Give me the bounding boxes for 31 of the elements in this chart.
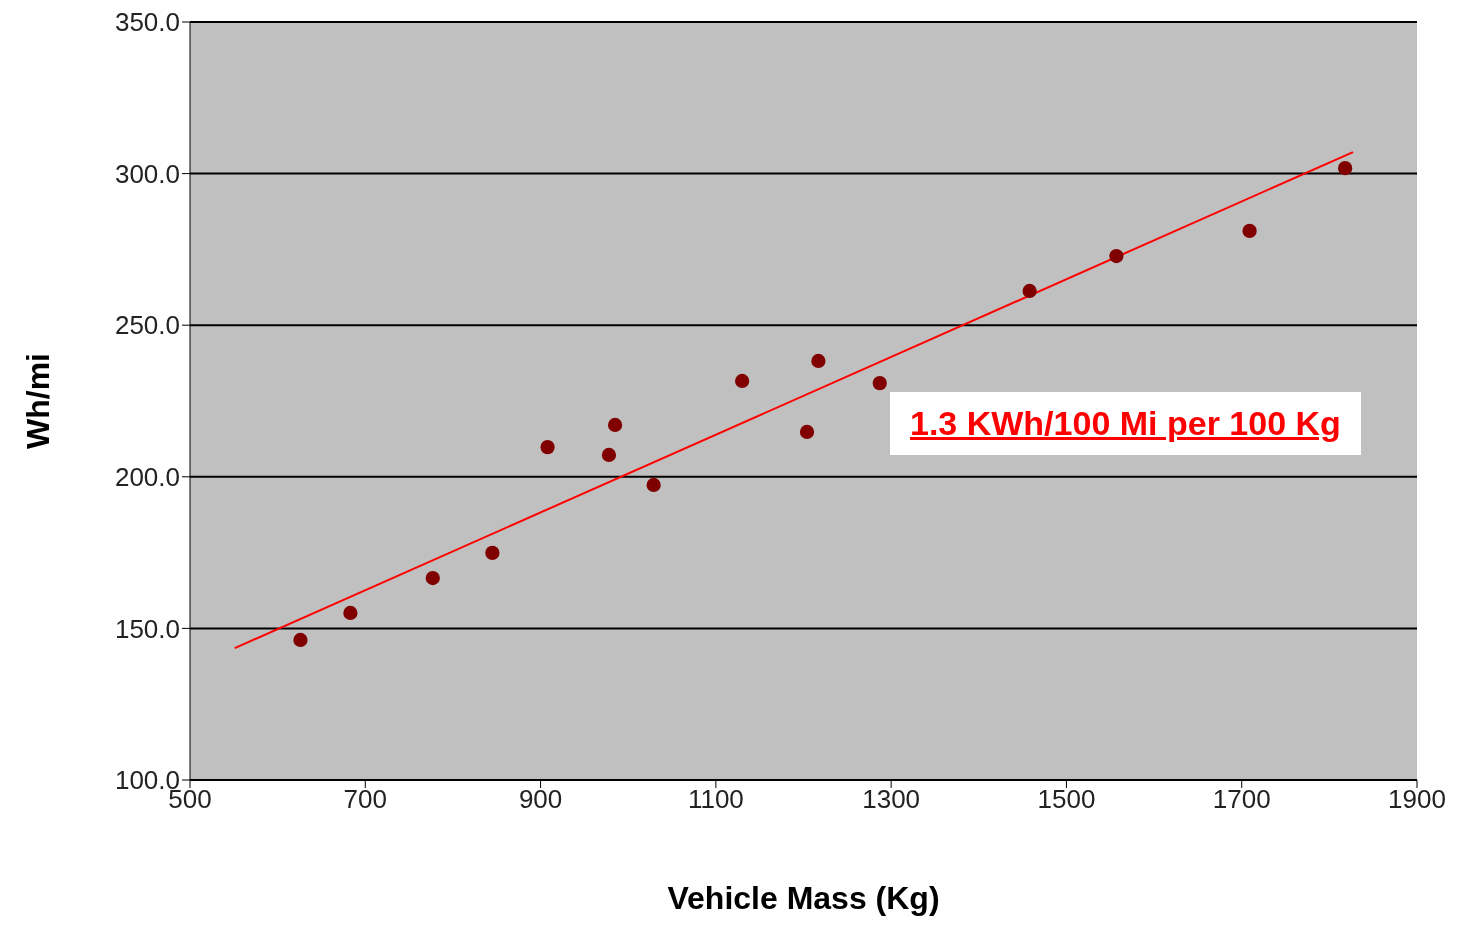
point [872,375,887,391]
point [735,373,750,389]
y-axis-title: Wh/mi [20,353,57,449]
point [799,424,815,440]
point [540,439,555,455]
x-tick-label: 900 [518,784,563,815]
point [425,570,440,586]
point [343,605,358,621]
point [601,447,617,463]
y-tick-label: 300.0 [114,158,180,189]
point [607,417,623,433]
y-tick-label: 350.0 [114,7,180,38]
x-tick-label: 1500 [1037,784,1096,815]
point [1022,283,1037,299]
point [646,477,661,493]
x-tick-label: 700 [343,784,387,815]
point [811,353,826,369]
point [1242,223,1257,239]
y-tick-label: 200.0 [114,462,180,493]
y-tick-label: 250.0 [114,310,180,341]
y-tick-label: 150.0 [114,613,180,644]
point [485,545,500,561]
point [293,632,308,648]
point [1109,248,1124,264]
x-tick-label: 1100 [687,784,744,815]
x-tick-label: 1300 [862,784,921,815]
x-tick-label: 1900 [1388,784,1446,815]
annotation: 1.3 KWh/100 Mi per 100 Kg [890,392,1361,455]
x-axis-title: Vehicle Mass (Kg) [667,880,940,916]
point [1338,161,1353,176]
x-tick-label: 1700 [1212,784,1271,815]
